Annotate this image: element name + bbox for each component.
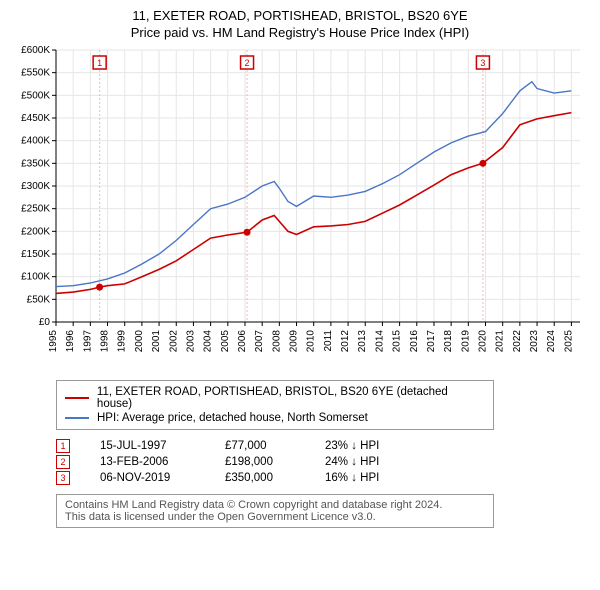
svg-text:2006: 2006 — [237, 329, 248, 352]
transaction-marker: 1 — [56, 439, 70, 453]
transaction-marker: 2 — [56, 455, 70, 469]
legend-swatch — [65, 397, 89, 399]
chart-title-block: 11, EXETER ROAD, PORTISHEAD, BRISTOL, BS… — [8, 8, 592, 42]
svg-text:2025: 2025 — [563, 329, 574, 352]
footer-box: Contains HM Land Registry data © Crown c… — [56, 494, 494, 528]
svg-text:2000: 2000 — [134, 329, 145, 352]
svg-text:2023: 2023 — [529, 329, 540, 352]
transaction-price: £77,000 — [225, 440, 295, 452]
svg-text:2021: 2021 — [495, 329, 506, 352]
transaction-date: 06-NOV-2019 — [100, 472, 195, 484]
transaction-delta: 16% ↓ HPI — [325, 472, 379, 484]
legend-label: HPI: Average price, detached house, Nort… — [97, 412, 368, 424]
svg-text:£600K: £600K — [21, 45, 50, 56]
svg-text:1996: 1996 — [65, 329, 76, 352]
chart: £0 £50K £100K £150K £200K £250K £300K £350K £400… — [8, 42, 592, 372]
svg-text:3: 3 — [480, 58, 485, 68]
svg-text:2024: 2024 — [546, 329, 557, 352]
svg-text:£0: £0 — [39, 317, 51, 328]
svg-text:£300K: £300K — [21, 181, 50, 192]
svg-text:2022: 2022 — [512, 329, 523, 352]
svg-text:2011: 2011 — [323, 329, 334, 351]
svg-text:£250K: £250K — [21, 203, 50, 214]
transaction-delta: 23% ↓ HPI — [325, 440, 379, 452]
transaction-price: £198,000 — [225, 456, 295, 468]
svg-text:2019: 2019 — [460, 329, 471, 352]
svg-text:2008: 2008 — [271, 329, 282, 352]
footer-line1: Contains HM Land Registry data © Crown c… — [65, 499, 485, 511]
svg-text:2017: 2017 — [426, 329, 437, 352]
svg-text:£200K: £200K — [21, 226, 50, 237]
svg-text:2002: 2002 — [168, 329, 179, 352]
transaction-row: 1 15-JUL-1997 £77,000 23% ↓ HPI — [56, 438, 588, 454]
svg-text:2: 2 — [245, 58, 250, 68]
svg-text:£100K: £100K — [21, 271, 50, 282]
transaction-delta: 24% ↓ HPI — [325, 456, 379, 468]
svg-text:£450K: £450K — [21, 113, 50, 124]
svg-text:£350K: £350K — [21, 158, 50, 169]
svg-text:£50K: £50K — [27, 294, 51, 305]
svg-text:2018: 2018 — [443, 329, 454, 352]
legend-label: 11, EXETER ROAD, PORTISHEAD, BRISTOL, BS… — [97, 386, 485, 410]
transaction-row: 3 06-NOV-2019 £350,000 16% ↓ HPI — [56, 470, 588, 486]
title-line1: 11, EXETER ROAD, PORTISHEAD, BRISTOL, BS… — [8, 8, 592, 25]
svg-text:2001: 2001 — [151, 329, 162, 352]
transaction-date: 13-FEB-2006 — [100, 456, 195, 468]
transaction-row: 2 13-FEB-2006 £198,000 24% ↓ HPI — [56, 454, 588, 470]
svg-text:2007: 2007 — [254, 329, 265, 352]
svg-text:2010: 2010 — [306, 329, 317, 352]
footer-line2: This data is licensed under the Open Gov… — [65, 511, 485, 523]
line-chart-svg: £0 £50K £100K £150K £200K £250K £300K £350K £400… — [8, 42, 588, 372]
transaction-marker: 3 — [56, 471, 70, 485]
svg-text:2003: 2003 — [185, 329, 196, 352]
svg-text:2013: 2013 — [357, 329, 368, 352]
svg-text:1997: 1997 — [82, 329, 93, 352]
svg-text:2012: 2012 — [340, 329, 351, 352]
transaction-date: 15-JUL-1997 — [100, 440, 195, 452]
svg-text:2015: 2015 — [392, 329, 403, 352]
svg-text:2009: 2009 — [289, 329, 300, 352]
transaction-price: £350,000 — [225, 472, 295, 484]
svg-text:2004: 2004 — [203, 329, 214, 352]
svg-text:1999: 1999 — [117, 329, 128, 352]
svg-text:1995: 1995 — [48, 329, 59, 352]
transactions-table: 1 15-JUL-1997 £77,000 23% ↓ HPI 2 13-FEB… — [56, 438, 588, 486]
svg-text:2020: 2020 — [478, 329, 489, 352]
svg-text:1: 1 — [97, 58, 102, 68]
svg-text:£500K: £500K — [21, 90, 50, 101]
svg-text:2005: 2005 — [220, 329, 231, 352]
svg-text:2016: 2016 — [409, 329, 420, 352]
legend-item: 11, EXETER ROAD, PORTISHEAD, BRISTOL, BS… — [65, 385, 485, 411]
legend-swatch — [65, 417, 89, 419]
svg-text:1998: 1998 — [100, 329, 111, 352]
svg-text:2014: 2014 — [374, 329, 385, 352]
svg-text:£400K: £400K — [21, 135, 50, 146]
svg-text:£550K: £550K — [21, 67, 50, 78]
title-line2: Price paid vs. HM Land Registry's House … — [8, 25, 592, 42]
legend: 11, EXETER ROAD, PORTISHEAD, BRISTOL, BS… — [56, 380, 494, 430]
legend-item: HPI: Average price, detached house, Nort… — [65, 411, 485, 425]
svg-text:£150K: £150K — [21, 249, 50, 260]
